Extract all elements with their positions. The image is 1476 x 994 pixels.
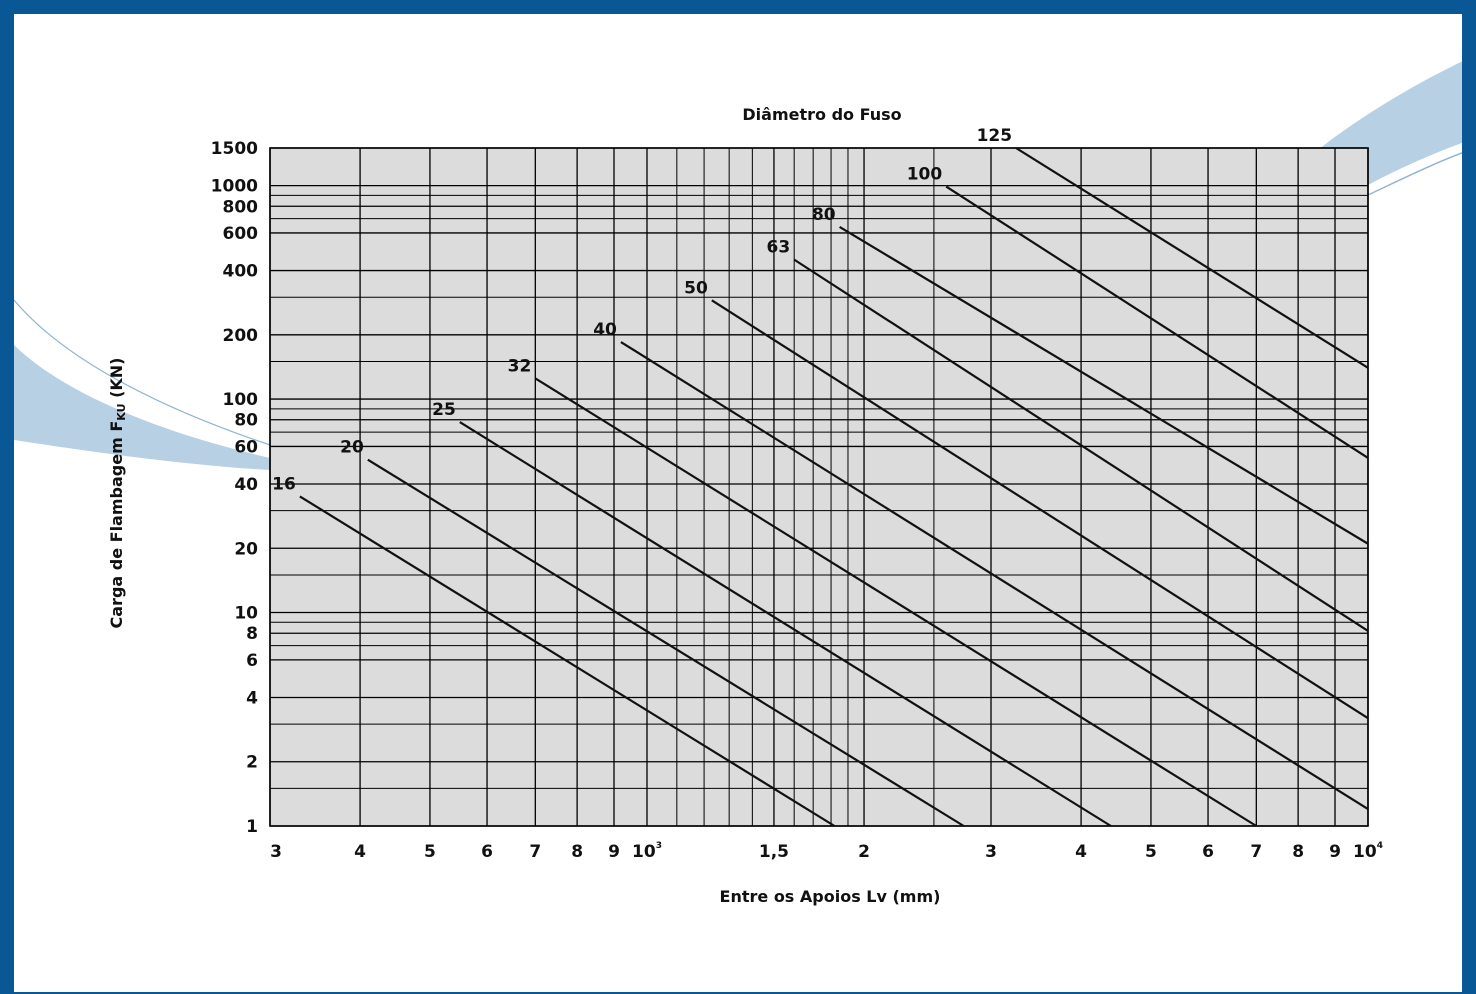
x-tick-label-exponent: 3	[656, 841, 662, 851]
x-tick-label: 104	[1353, 841, 1383, 862]
minor-gridlines	[270, 148, 1368, 826]
series-line-100	[945, 185, 1369, 459]
x-tick-label-text: 4	[1075, 842, 1087, 862]
x-tick-label: 9	[608, 842, 620, 862]
series-labels: 16 20 25 32 40 50 63 80 100 125	[272, 126, 1012, 494]
x-tick-label: 2	[858, 842, 870, 862]
decorative-swoosh-left	[14, 345, 270, 470]
series-label-50: 50	[684, 278, 708, 298]
y-tick-label: 40	[234, 475, 258, 495]
y-axis-label-subscript: KU	[115, 403, 128, 420]
x-tick-label-text: 1,5	[759, 842, 789, 862]
y-tick-label: 80	[234, 411, 258, 431]
y-tick-label: 1500	[211, 139, 258, 159]
y-tick-label: 600	[223, 224, 259, 244]
x-tick-label-text: 7	[529, 842, 541, 862]
x-tick-label: 103	[632, 841, 662, 862]
y-tick-label: 100	[223, 390, 259, 410]
x-tick-label-text: 3	[985, 842, 997, 862]
y-tick-label: 2	[246, 753, 258, 773]
legend-title: Diâmetro do Fuso	[742, 105, 901, 124]
y-tick-label: 200	[223, 326, 259, 346]
x-tick-label-exponent: 4	[1377, 841, 1383, 851]
x-tick-label-text: 3	[270, 842, 282, 862]
y-axis-label: Carga de Flambagem FKU (KN)	[107, 358, 128, 629]
x-tick-label: 7	[529, 842, 541, 862]
series-label-80: 80	[812, 205, 836, 225]
series-label-32: 32	[508, 356, 532, 376]
x-tick-label: 3	[985, 842, 997, 862]
x-tick-label-text: 9	[608, 842, 620, 862]
y-tick-label: 10	[234, 604, 258, 624]
plot-area	[270, 148, 1368, 826]
x-tick-label: 4	[1075, 842, 1087, 862]
y-axis-label-main: Carga de Flambagem F	[107, 421, 126, 629]
x-tick-label-text: 5	[1145, 842, 1157, 862]
series-label-63: 63	[766, 238, 790, 258]
plot-border	[269, 147, 1369, 827]
x-tick-label: 1,5	[759, 842, 789, 862]
series-line-25	[459, 421, 1112, 827]
x-tick-label-text: 4	[354, 842, 366, 862]
x-tick-label-text: 5	[424, 842, 436, 862]
series-label-25: 25	[432, 400, 456, 420]
series-line-20	[367, 458, 965, 827]
series-line-16	[299, 495, 836, 827]
x-tick-label: 5	[1145, 842, 1157, 862]
y-tick-label: 1000	[211, 177, 258, 197]
y-tick-label: 400	[223, 262, 259, 282]
x-tick-label: 3	[270, 842, 282, 862]
x-tick-label: 6	[481, 842, 493, 862]
y-tick-label: 8	[246, 624, 258, 644]
x-tick-label-text: 2	[858, 842, 870, 862]
series-lines	[299, 147, 1369, 827]
y-tick-label: 60	[234, 437, 258, 457]
x-tick-label-text: 10	[632, 842, 656, 862]
x-tick-label-text: 8	[571, 842, 583, 862]
series-line-63	[793, 258, 1369, 632]
series-line-40	[620, 341, 1369, 811]
decorative-swoosh-right	[1318, 55, 1476, 185]
decorative-swoosh-left-line	[13, 299, 271, 446]
series-label-125: 125	[977, 126, 1013, 146]
x-tick-label-text: 9	[1329, 842, 1341, 862]
x-tick-label: 7	[1250, 842, 1262, 862]
x-tick-label: 4	[354, 842, 366, 862]
y-tick-label: 1	[246, 817, 258, 837]
series-line-32	[534, 377, 1257, 827]
y-tick-label: 800	[223, 197, 259, 217]
x-tick-label-text: 6	[1202, 842, 1214, 862]
y-tick-label: 4	[246, 688, 258, 708]
major-gridlines	[269, 147, 1369, 827]
series-line-80	[839, 226, 1369, 545]
x-tick-label: 5	[424, 842, 436, 862]
x-tick-label-text: 7	[1250, 842, 1262, 862]
x-tick-label-text: 6	[481, 842, 493, 862]
series-line-125	[1015, 147, 1369, 369]
x-tick-label: 8	[571, 842, 583, 862]
series-label-40: 40	[593, 320, 617, 340]
series-label-100: 100	[907, 165, 943, 185]
y-axis-label-unit: (KN)	[107, 358, 126, 404]
x-tick-label: 6	[1202, 842, 1214, 862]
series-line-50	[711, 299, 1369, 720]
y-tick-label: 6	[246, 651, 258, 671]
series-label-16: 16	[272, 474, 296, 494]
x-tick-label: 8	[1292, 842, 1304, 862]
y-tick-label: 20	[234, 539, 258, 559]
x-tick-label-text: 10	[1353, 842, 1377, 862]
series-label-20: 20	[340, 438, 364, 458]
x-tick-labels: 3 4 5 6 7 8 9 103 1,5 2 3 4 5 6 7 8 9 104	[270, 841, 1383, 862]
x-axis-label: Entre os Apoios Lv (mm)	[720, 887, 941, 906]
x-tick-label-text: 8	[1292, 842, 1304, 862]
x-tick-label: 9	[1329, 842, 1341, 862]
